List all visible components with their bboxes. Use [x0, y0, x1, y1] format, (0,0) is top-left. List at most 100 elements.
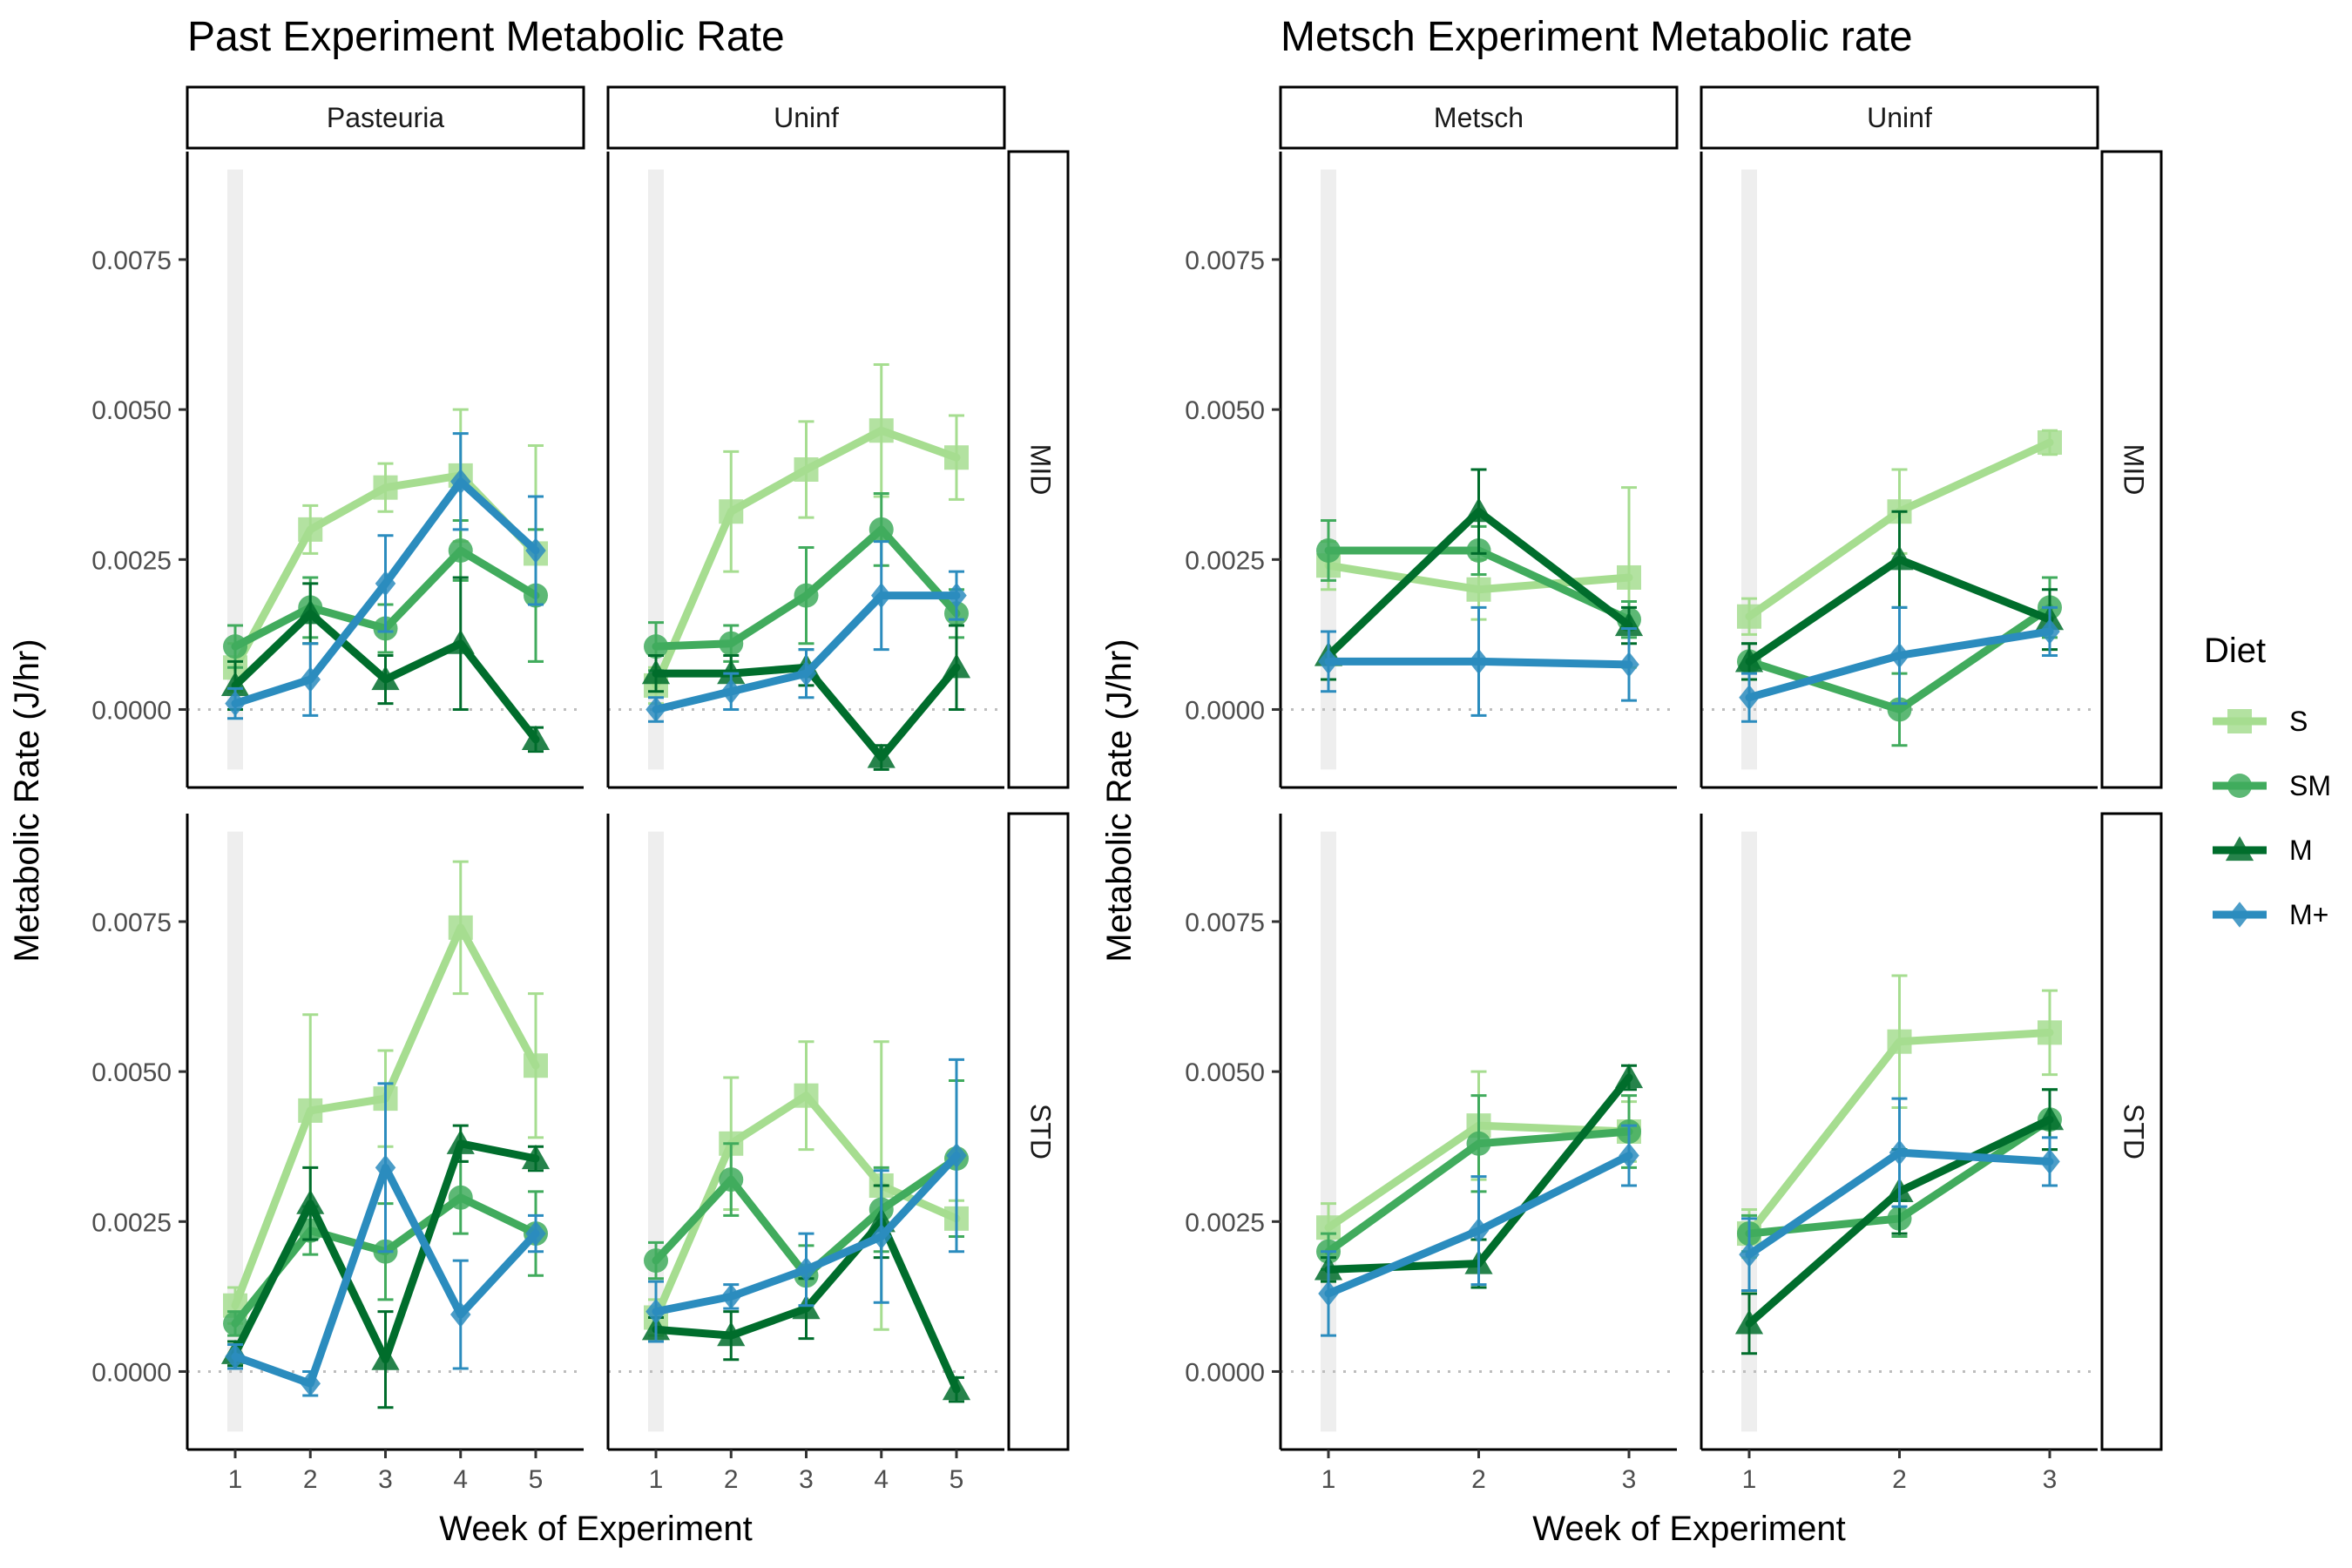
legend-item-label: M+ — [2289, 899, 2328, 930]
y-axis-label: Metabolic Rate (J/hr) — [1100, 639, 1139, 962]
data-point — [946, 582, 967, 609]
data-point — [641, 659, 671, 685]
x-tick-label: 5 — [950, 1465, 964, 1494]
y-tick-label: 0.0025 — [1185, 1208, 1265, 1237]
y-axis-label: Metabolic Rate (J/hr) — [8, 639, 46, 962]
panel-pasteuria-mid: 0.0000 0.0025 0.0050 0.0075 — [91, 152, 584, 789]
data-point — [1734, 647, 1764, 672]
data-point — [645, 1298, 666, 1325]
x-tick-label: 1 — [649, 1465, 664, 1494]
series-m-plus — [1318, 1124, 1639, 1337]
facet-label-mid: MID — [2119, 444, 2150, 496]
data-point — [944, 445, 969, 470]
data-point — [645, 696, 666, 723]
x-tick-label: 2 — [724, 1465, 739, 1494]
facet-label-std: STD — [2119, 1104, 2150, 1159]
data-point — [375, 571, 396, 597]
legend-item-m-plus: M+ — [2213, 899, 2328, 930]
y-tick-label: 0.0025 — [91, 1208, 172, 1237]
series-m-plus — [645, 540, 967, 723]
data-point — [719, 1167, 744, 1193]
week-one-band — [227, 831, 243, 1432]
data-point — [794, 457, 819, 482]
panel-uninf-mid — [606, 152, 1004, 789]
x-axis-label: Week of Experiment — [1532, 1510, 1845, 1548]
data-point — [717, 1321, 746, 1347]
data-point — [448, 1185, 473, 1210]
y-tick-label: 0.0000 — [91, 1358, 172, 1387]
data-point — [373, 475, 398, 500]
data-point — [225, 1343, 246, 1369]
panel-metsch-std: 0.0000 0.0025 0.0050 0.0075 1 2 3 — [1185, 814, 1677, 1494]
data-point — [525, 537, 546, 564]
legend-item-sm: SM — [2213, 770, 2331, 801]
legend-item-m: M — [2213, 835, 2313, 866]
data-point — [448, 537, 473, 563]
legend-key-marker — [2229, 902, 2250, 928]
y-tick-label: 0.0050 — [91, 1058, 172, 1087]
data-point — [1318, 648, 1339, 675]
series-m-plus — [225, 1082, 546, 1397]
data-point — [298, 1098, 323, 1123]
week-one-band — [227, 169, 243, 770]
data-point — [1466, 1131, 1491, 1156]
data-point — [1316, 537, 1341, 563]
legend-title: Diet — [2204, 632, 2266, 670]
y-tick-label: 0.0075 — [91, 909, 172, 937]
data-point — [2038, 430, 2062, 456]
facet-strip-metsch — [1279, 85, 1679, 150]
data-point — [1468, 1217, 1490, 1244]
facet-label-std: STD — [1025, 1104, 1057, 1159]
data-point — [225, 690, 246, 717]
x-tick-label: 3 — [378, 1465, 393, 1494]
charts-layer: Past Experiment Metabolic Rate Pasteuria U… — [8, 14, 2163, 1548]
facet-label-uninf: Uninf — [1867, 102, 1932, 133]
data-point — [525, 1220, 546, 1247]
y-tick-label: 0.0025 — [1185, 546, 1265, 575]
data-point — [1887, 1029, 1912, 1054]
data-point — [371, 1345, 400, 1370]
data-point — [795, 1256, 817, 1283]
data-point — [446, 629, 475, 654]
facet-label-mid: MID — [1025, 444, 1057, 496]
y-tick-label: 0.0075 — [91, 247, 172, 275]
legend-key-marker — [2227, 709, 2252, 733]
data-point — [1619, 1142, 1639, 1169]
data-point — [2038, 1020, 2062, 1045]
data-point — [794, 1083, 819, 1108]
x-tick-label: 4 — [453, 1465, 468, 1494]
data-point — [868, 517, 894, 542]
data-point — [1464, 497, 1493, 523]
x-tick-label: 5 — [529, 1465, 544, 1494]
data-point — [942, 1375, 971, 1401]
data-point — [300, 666, 321, 693]
series-m-plus — [1318, 605, 1639, 717]
data-point — [870, 1223, 892, 1250]
x-tick-label: 3 — [2043, 1465, 2058, 1494]
data-point — [1466, 577, 1491, 602]
x-tick-label: 1 — [228, 1465, 243, 1494]
y-tick-label: 0.0000 — [1185, 1358, 1265, 1387]
legend-key-marker — [2227, 774, 2252, 798]
data-point — [1734, 1309, 1764, 1335]
data-point — [446, 1129, 475, 1154]
data-point — [868, 418, 894, 443]
legend-item-s: S — [2213, 706, 2308, 737]
data-point — [644, 1248, 668, 1274]
facet-strip-uninf — [1700, 85, 2099, 150]
data-point — [1737, 604, 1761, 629]
series-m-plus — [1739, 605, 2060, 723]
facet-label-uninf: Uninf — [774, 102, 839, 133]
data-point — [1739, 1241, 1760, 1267]
y-tick-label: 0.0050 — [1185, 396, 1265, 425]
y-tick-label: 0.0000 — [91, 696, 172, 725]
x-axis-label: Week of Experiment — [439, 1510, 752, 1548]
data-point — [524, 1053, 548, 1078]
chart-2: Metsch Experiment Metabolic rate Metsch Un… — [1100, 14, 2163, 1548]
facet-label-pasteuria: Pasteuria — [327, 102, 444, 133]
data-point — [296, 1189, 325, 1214]
series-m-plus — [225, 432, 546, 720]
x-tick-label: 1 — [1321, 1465, 1336, 1494]
